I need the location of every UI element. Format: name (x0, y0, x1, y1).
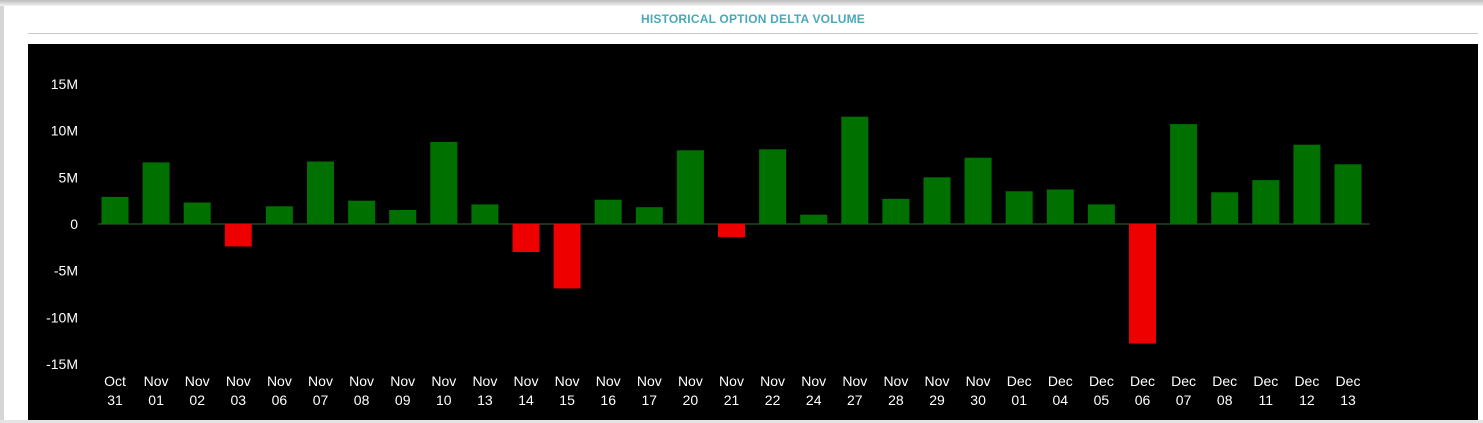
x-tick-label: Nov 06 (267, 373, 292, 408)
x-tick-label: Nov 14 (514, 373, 539, 408)
x-tick-label: Oct 31 (104, 373, 126, 408)
bar-negative (512, 224, 540, 252)
x-tick-label: Nov 07 (308, 373, 333, 408)
bar-positive (471, 204, 499, 224)
bar-positive (101, 196, 129, 224)
bar-positive (1087, 204, 1115, 224)
x-tick-label: Nov 10 (431, 373, 456, 408)
x-tick-label: Nov 08 (349, 373, 374, 408)
bar-positive (841, 116, 869, 224)
x-tick-label: Dec 01 (1007, 373, 1032, 408)
x-tick-label: Nov 24 (801, 373, 826, 408)
x-tick-label: Nov 09 (390, 373, 415, 408)
bar-positive (265, 206, 293, 224)
x-tick-label: Dec 07 (1171, 373, 1196, 408)
x-tick-label: Dec 04 (1048, 373, 1073, 408)
y-tick-label: -5M (54, 263, 78, 279)
bar-positive (1293, 144, 1321, 224)
bar-positive (1334, 164, 1362, 224)
x-tick-label: Dec 06 (1130, 373, 1155, 408)
bar-positive (1005, 191, 1033, 224)
x-tick-label: Nov 20 (678, 373, 703, 408)
title-divider (28, 33, 1478, 34)
bar-positive (1046, 189, 1074, 224)
x-tick-label: Nov 28 (883, 373, 908, 408)
bar-positive (1252, 180, 1280, 224)
x-tick-label: Nov 22 (760, 373, 785, 408)
chart-panel: 15M 10M 5M 0 -5M -10M -15M Oct 31 Nov 01 Nov 02 Nov 03… (28, 44, 1478, 420)
bar-positive (142, 162, 170, 224)
x-tick-label: Nov 27 (842, 373, 867, 408)
x-tick-label: Nov 17 (637, 373, 662, 408)
bar-positive (594, 199, 622, 224)
x-tick-label: Nov 15 (555, 373, 580, 408)
y-tick-label: 0 (70, 216, 78, 232)
bar-positive (430, 141, 458, 224)
bar-negative (718, 224, 745, 238)
y-tick-label: 10M (51, 123, 78, 139)
x-tick-label: Dec 05 (1089, 373, 1114, 408)
chart-title: HISTORICAL OPTION DELTA VOLUME (640, 12, 865, 26)
x-tick-label: Nov 02 (185, 373, 210, 408)
bottom-edge (0, 420, 1483, 423)
bar-positive (1170, 124, 1198, 224)
x-tick-label: Nov 30 (966, 373, 991, 408)
bar-positive (307, 161, 334, 224)
x-tick-label: Dec 12 (1294, 373, 1319, 408)
bar-positive (800, 214, 828, 224)
bar-positive (676, 150, 704, 224)
x-tick-label: Dec 08 (1212, 373, 1237, 408)
y-tick-label: 15M (51, 76, 78, 92)
bar-negative (224, 224, 252, 247)
y-tick-label: 5M (59, 169, 78, 185)
x-tick-label: Nov 21 (719, 373, 744, 408)
window-left-edge (0, 6, 4, 423)
x-tick-label: Dec 11 (1253, 373, 1278, 408)
bar-positive (183, 202, 211, 224)
x-tick-label: Nov 01 (144, 373, 169, 408)
x-tick-label: Dec 13 (1336, 373, 1361, 408)
bar-positive (1211, 192, 1239, 224)
bar-positive (923, 177, 951, 224)
bar-positive (964, 157, 992, 224)
bar-negative (1129, 224, 1156, 344)
bar-positive (389, 210, 417, 224)
x-tick-label: Nov 13 (472, 373, 497, 408)
bar-positive (348, 200, 376, 224)
bar-positive (759, 149, 787, 224)
bar-positive (635, 207, 663, 224)
x-tick-label: Nov 16 (596, 373, 621, 408)
y-tick-label: -10M (46, 309, 78, 325)
y-tick-label: -15M (46, 356, 78, 372)
x-tick-label: Nov 29 (925, 373, 950, 408)
window-top-edge (0, 0, 1483, 6)
delta-volume-chart: 15M 10M 5M 0 -5M -10M -15M Oct 31 Nov 01 Nov 02 Nov 03… (46, 76, 1370, 408)
bar-negative (553, 224, 581, 289)
x-tick-label: Nov 03 (226, 373, 251, 408)
bar-positive (882, 198, 910, 224)
